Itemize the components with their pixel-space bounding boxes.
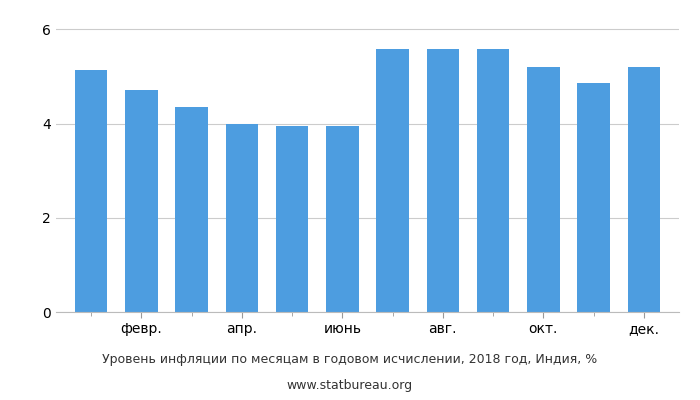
Bar [75, 70, 108, 312]
Bar [578, 83, 610, 312]
Text: www.statbureau.org: www.statbureau.org [287, 380, 413, 392]
Bar [125, 90, 158, 312]
Bar [326, 126, 358, 312]
Bar [426, 49, 459, 312]
Bar [527, 67, 560, 312]
Bar [627, 67, 660, 312]
Bar [225, 124, 258, 312]
Bar [477, 49, 510, 312]
Bar [175, 107, 208, 312]
Bar [276, 126, 309, 312]
Bar [377, 49, 409, 312]
Text: Уровень инфляции по месяцам в годовом исчислении, 2018 год, Индия, %: Уровень инфляции по месяцам в годовом ис… [102, 354, 598, 366]
